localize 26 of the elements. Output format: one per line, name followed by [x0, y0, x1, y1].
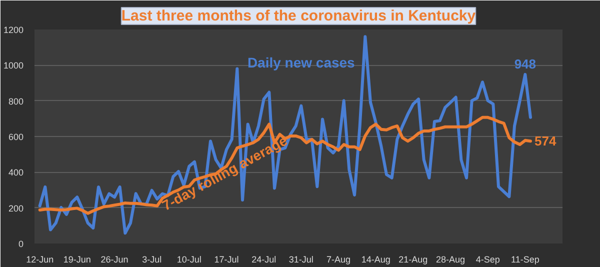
y-tick-label: 800: [8, 96, 24, 106]
x-tick-label: 4-Sep: [476, 254, 500, 264]
x-tick-label: 19-Jun: [63, 254, 91, 264]
x-tick-label: 11-Sep: [510, 254, 540, 264]
x-tick-label: 31-Jul: [288, 254, 314, 264]
line-series: [38, 116, 532, 215]
x-tick-label: 28-Aug: [436, 254, 466, 264]
x-tick-label: 3-Jul: [142, 254, 162, 264]
x-tick-label: 14-Aug: [361, 254, 390, 264]
y-tick-label: 600: [8, 132, 24, 142]
annotation: Daily new cases: [247, 54, 356, 71]
x-tick-label: 21-Aug: [398, 254, 428, 264]
y-tick-label: 0: [18, 239, 24, 249]
x-tick-label: 7-Aug: [326, 254, 351, 264]
x-tick-label: 26-Jun: [100, 254, 128, 264]
y-tick-label: 200: [8, 203, 24, 214]
y-tick-label: 1000: [3, 60, 24, 71]
data-label: 574: [534, 134, 557, 149]
data-label: 948: [514, 56, 536, 72]
chart-title: Last three months of the coronavirus in Kentucky: [121, 8, 476, 24]
x-tick-label: 10-Jul: [176, 254, 202, 264]
x-tick-label: 12-Jun: [26, 254, 54, 264]
x-tick-label: 24-Jul: [252, 254, 276, 264]
y-tick-label: 400: [8, 168, 24, 178]
y-tick-label: 1200: [3, 25, 24, 35]
x-tick-label: 17-Jul: [214, 254, 239, 264]
